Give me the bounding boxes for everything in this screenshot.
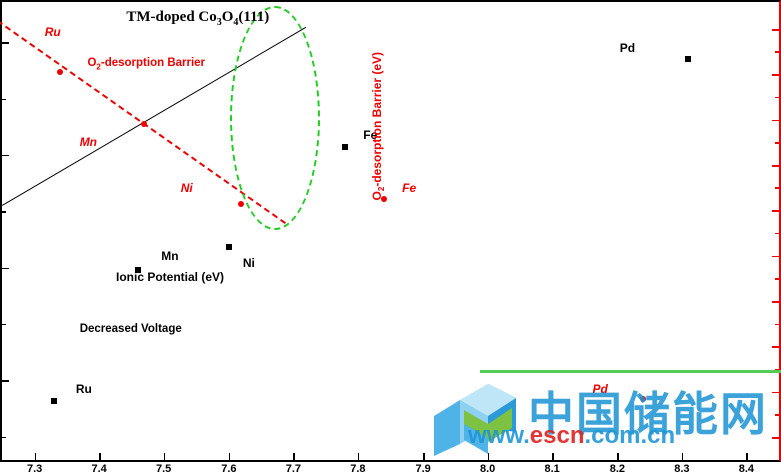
point-label-barrier-ni: Ni (180, 180, 193, 195)
scatter-xtick-10: 8.3 (674, 463, 690, 475)
point-label-barrier-ru: Ru (44, 24, 61, 39)
scatter-xtick-0: 7.3 (26, 463, 43, 475)
point-voltage-mn (134, 266, 141, 273)
point-label-barrier-fe: Fe (402, 180, 417, 195)
scatter-xtick-11: 8.4 (738, 463, 755, 475)
scatter-xtick-4: 7.7 (285, 463, 302, 475)
scatter-ytick-left-0: 0.2 (0, 36, 2, 48)
scatter-ylabel-right: O2-desorption Barrier (eV) (369, 51, 387, 201)
pd-region-highlight-ellipse (230, 6, 320, 230)
scatter-xtick-3: 7.6 (221, 463, 237, 475)
scatter-xtick-9: 8.2 (609, 463, 626, 475)
scatter-title: TM-doped Co3O4(111) (126, 8, 270, 28)
scatter-xtick-6: 7.9 (415, 463, 431, 475)
point-barrier-ru (57, 69, 64, 76)
scatter-xtick-1: 7.4 (91, 463, 107, 475)
point-label-voltage-mn: Mn (161, 249, 179, 264)
annotation-decreased-voltage: Decreased Voltage (79, 322, 182, 335)
point-label-voltage-ni: Ni (242, 256, 255, 271)
point-voltage-fe (342, 144, 349, 151)
point-label-barrier-mn: Mn (79, 134, 98, 149)
scatter-xtick-5: 7.8 (350, 463, 366, 475)
point-voltage-ni (225, 244, 232, 251)
point-barrier-ni (238, 200, 245, 207)
point-voltage-pd (685, 56, 692, 63)
scatter-xtick-8: 8.1 (544, 463, 560, 475)
point-barrier-pd (640, 395, 647, 402)
scatter-ytick-left-1: 0.1 (0, 149, 2, 161)
point-voltage-ru (51, 397, 58, 404)
scatter-xlabel: Ionic Potential (eV) (115, 270, 224, 284)
scatter-xtick-7: 8.0 (479, 463, 496, 475)
scatter-ytick-left-3: -0.1 (0, 374, 2, 386)
point-label-voltage-fe: Fe (363, 127, 378, 142)
scatter-xtick-2: 7.5 (155, 463, 172, 475)
annotation-o2-desorption-barrier: O2-desorption Barrier (87, 56, 206, 72)
point-barrier-fe (381, 196, 388, 203)
point-barrier-mn (141, 121, 148, 128)
point-label-voltage-ru: Ru (75, 382, 92, 397)
point-label-voltage-pd: Pd (619, 40, 636, 55)
point-label-barrier-pd: Pd (592, 382, 608, 397)
